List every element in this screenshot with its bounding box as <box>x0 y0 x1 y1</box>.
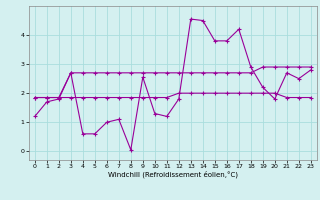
X-axis label: Windchill (Refroidissement éolien,°C): Windchill (Refroidissement éolien,°C) <box>108 171 238 178</box>
